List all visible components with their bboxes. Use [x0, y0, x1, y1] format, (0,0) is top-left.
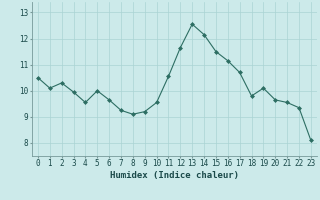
- X-axis label: Humidex (Indice chaleur): Humidex (Indice chaleur): [110, 171, 239, 180]
